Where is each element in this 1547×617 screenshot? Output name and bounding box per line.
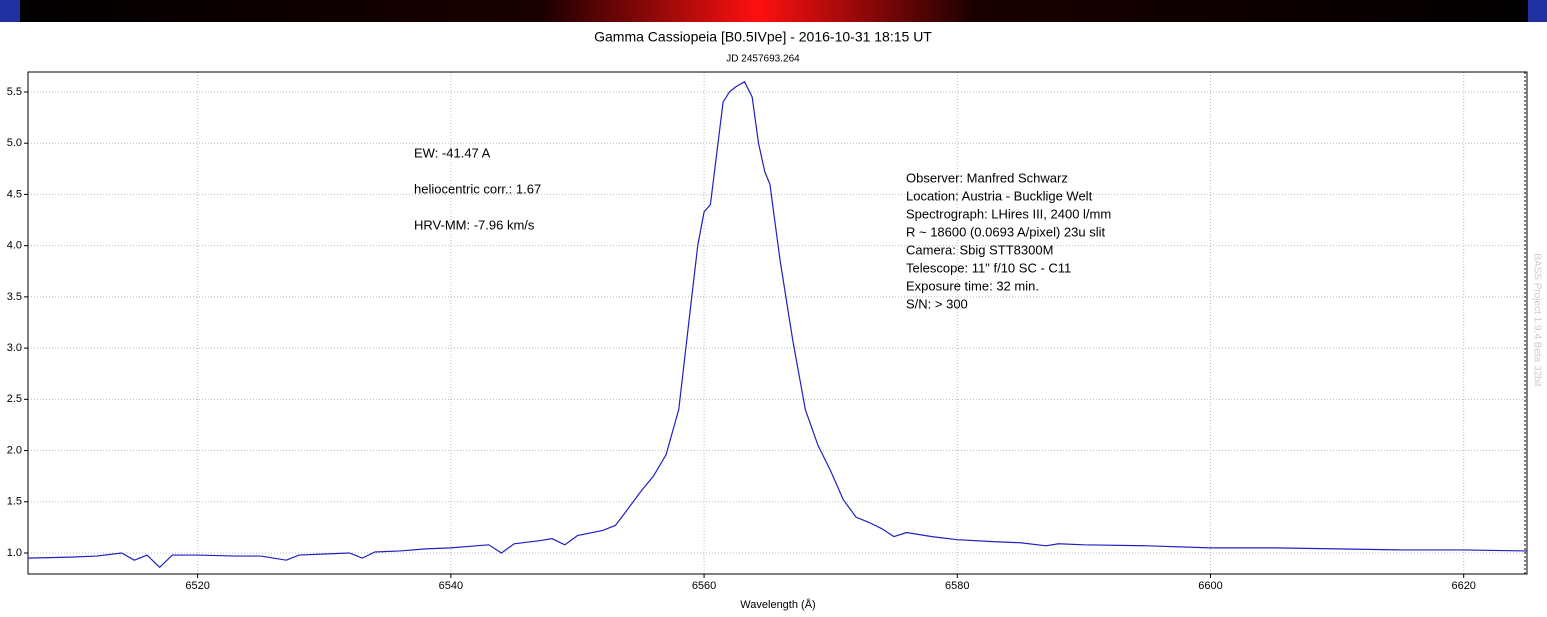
x-tick-label: 6540 — [439, 580, 463, 592]
chart-title: Gamma Cassiopeia [B0.5IVpe] - 2016-10-31… — [594, 29, 932, 45]
x-tick-label: 6560 — [692, 580, 716, 592]
annotation: R ~ 18600 (0.0693 A/pixel) 23u slit — [906, 224, 1105, 239]
x-tick-label: 6580 — [945, 580, 969, 592]
annotation: Spectrograph: LHires III, 2400 l/mm — [906, 206, 1111, 221]
y-tick-label: 1.5 — [7, 496, 22, 508]
y-tick-label: 2.0 — [7, 444, 22, 456]
watermark: BASS Project 1.9.4 Beta 32bit — [1531, 253, 1542, 387]
x-tick-label: 6620 — [1451, 580, 1475, 592]
y-tick-label: 3.5 — [7, 291, 22, 303]
y-tick-label: 5.5 — [7, 86, 22, 98]
annotation: Exposure time: 32 min. — [906, 278, 1039, 293]
title-bar — [0, 0, 1547, 22]
annotation: Observer: Manfred Schwarz — [906, 170, 1068, 185]
annotation: Location: Austria - Bucklige Welt — [906, 188, 1093, 203]
annotation: Telescope: 11" f/10 SC - C11 — [906, 260, 1071, 275]
y-tick-label: 2.5 — [7, 393, 22, 405]
x-axis-label: Wavelength (Å) — [740, 598, 815, 611]
spectrum-line — [27, 80, 1528, 569]
y-tick-label: 4.0 — [7, 240, 22, 252]
title-bar-end — [0, 0, 20, 22]
annotation: S/N: > 300 — [906, 296, 968, 311]
y-tick-label: 1.0 — [7, 547, 22, 559]
chart-subtitle: JD 2457693.264 — [726, 54, 800, 65]
annotation: Camera: Sbig STT8300M — [906, 242, 1053, 257]
annotation: heliocentric corr.: 1.67 — [414, 181, 541, 196]
annotation: HRV-MM: -7.96 km/s — [414, 217, 535, 232]
y-tick-label: 4.5 — [7, 188, 22, 200]
title-bar-end — [1528, 0, 1547, 22]
x-tick-label: 6520 — [185, 580, 209, 592]
x-tick-label: 6600 — [1198, 580, 1222, 592]
y-tick-label: 5.0 — [7, 137, 22, 149]
plot-frame — [27, 71, 1528, 575]
y-tick-label: 3.0 — [7, 342, 22, 354]
annotation: EW: -41.47 A — [414, 145, 491, 160]
